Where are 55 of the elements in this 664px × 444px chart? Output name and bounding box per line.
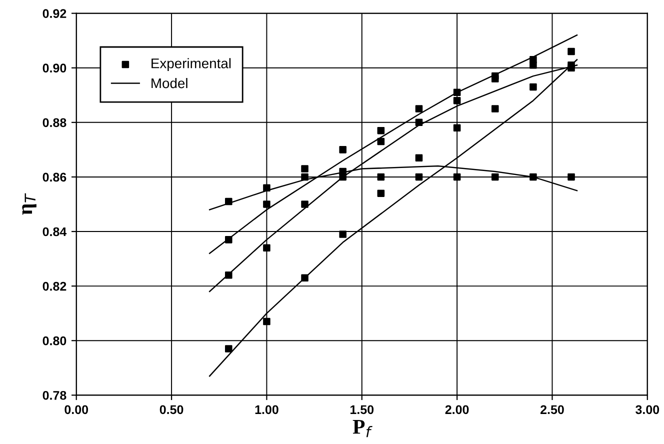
point: [530, 173, 537, 181]
point: [530, 83, 537, 91]
y-tick-label: 0.92: [42, 9, 66, 18]
y-axis-title: η$_{T}$: [22, 193, 36, 215]
x-tick-label: 2.00: [445, 405, 469, 414]
point: [339, 230, 346, 238]
point: [491, 173, 499, 181]
point: [263, 244, 270, 252]
point: [301, 274, 308, 282]
point: [377, 190, 385, 197]
point: [568, 48, 575, 56]
point: [530, 62, 537, 69]
point: [224, 198, 232, 206]
point: [377, 138, 385, 146]
y-tick-label: 0.88: [42, 118, 66, 128]
y-tick-label: 0.80: [42, 336, 66, 346]
point: [415, 105, 423, 112]
point: [568, 64, 575, 72]
x-tick-label: 3.00: [636, 405, 660, 414]
legend-label: Experimental: [152, 58, 231, 72]
point: [301, 173, 308, 181]
point: [301, 200, 308, 208]
x-axis-title: P$_{f}$: [352, 420, 372, 438]
point: [453, 96, 461, 104]
point: [377, 126, 385, 134]
x-tick-label: 2.50: [540, 405, 564, 414]
point: [339, 146, 346, 154]
point: [415, 154, 423, 162]
point: [263, 318, 270, 326]
point: [453, 124, 461, 132]
legend-label: Model: [152, 78, 188, 88]
point: [453, 173, 461, 181]
point: [491, 105, 499, 112]
point: [491, 75, 499, 82]
point: [224, 345, 232, 352]
point: [568, 173, 575, 181]
point: [339, 173, 346, 181]
point: [377, 173, 385, 181]
y-tick-label: 0.86: [42, 172, 66, 182]
y-tick-label: 0.84: [42, 227, 67, 236]
x-tick-label: 1.00: [255, 405, 278, 414]
y-tick-label: 0.82: [42, 282, 66, 291]
point: [301, 165, 308, 172]
x-tick-label: 0.00: [64, 405, 88, 414]
y-tick-label: 0.78: [42, 390, 66, 400]
x-tick-label: 1.50: [350, 405, 374, 414]
point: [415, 173, 423, 181]
x-tick-label: 0.50: [160, 405, 184, 414]
point: [263, 200, 270, 208]
point: [263, 184, 270, 192]
point: [415, 118, 423, 126]
point: [224, 272, 232, 279]
y-tick-label: 0.90: [42, 64, 66, 73]
point: [453, 88, 461, 96]
point: [224, 236, 232, 244]
